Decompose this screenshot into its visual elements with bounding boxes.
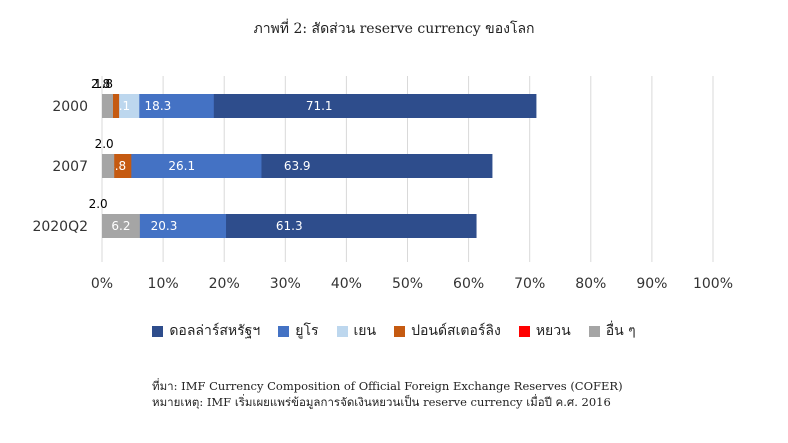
legend-swatch	[588, 325, 600, 337]
legend-label: ยูโร	[295, 323, 319, 339]
x-tick-label: 60%	[453, 276, 484, 292]
legend-swatch	[152, 325, 164, 337]
stacked-bar-chart: 0% 10% 20% 30% 40% 50% 60% 70% 80% 90% 100% 2000 200…	[32, 76, 733, 292]
x-tick-label: 80%	[575, 276, 606, 292]
category-label: 2000	[52, 99, 88, 115]
data-label: 2.8	[91, 77, 110, 91]
data-label: 26.1	[168, 159, 195, 173]
legend-label: หยวน	[535, 323, 571, 339]
source-note: ที่มา: IMF Currency Composition of Offic…	[152, 379, 623, 393]
legend-item: หยวน	[518, 320, 571, 342]
bar-segment	[102, 214, 140, 238]
data-label: 6.2	[111, 219, 130, 233]
x-tick-label: 90%	[636, 276, 667, 292]
legend-label: เยน	[353, 323, 377, 339]
chart-notes: ที่มา: IMF Currency Composition of Offic…	[152, 378, 623, 410]
data-label: 18.3	[145, 99, 172, 113]
x-tick-label: 100%	[693, 276, 733, 292]
legend-item: เยน	[336, 320, 377, 342]
category-label: 2020Q2	[32, 219, 88, 235]
x-tick-label: 40%	[331, 276, 362, 292]
x-tick-label: 70%	[514, 276, 545, 292]
chart-title: ภาพที่ 2: สัดส่วน reserve currency ของโล…	[253, 21, 535, 37]
x-tick-label: 20%	[209, 276, 240, 292]
legend-swatch	[336, 325, 348, 337]
legend-label: อื่น ๆ	[605, 323, 636, 339]
remark-note: หมายเหตุ: IMF เริ่มเผยแพร่ข้อมูลการจัดเง…	[152, 395, 611, 409]
legend-item: ดอลล่าร์สหรัฐฯ	[152, 320, 260, 342]
data-label: 63.9	[284, 159, 311, 173]
data-label: 61.3	[276, 219, 303, 233]
data-label: 20.3	[151, 219, 178, 233]
bar-segment	[102, 154, 115, 178]
x-tick-label: 30%	[270, 276, 301, 292]
data-label: 2.0	[89, 197, 108, 211]
legend-item: ปอนด์สเตอร์ลิง	[394, 320, 501, 342]
chart-legend: ดอลล่าร์สหรัฐฯ ยูโร เยน ปอนด์สเตอร์ลิง หยวน อ…	[0, 320, 788, 342]
legend-swatch	[278, 325, 290, 337]
data-label: 1.8	[94, 77, 113, 91]
bar-segment	[102, 94, 113, 118]
x-tick-label: 10%	[148, 276, 179, 292]
legend-item: อื่น ๆ	[588, 320, 636, 342]
legend-label: ปอนด์สเตอร์ลิง	[411, 323, 501, 339]
legend-swatch	[394, 325, 406, 337]
category-label: 2007	[52, 159, 88, 175]
x-tick-label: 0%	[91, 276, 113, 292]
legend-label: ดอลล่าร์สหรัฐฯ	[169, 323, 261, 339]
data-label: 2.0	[95, 137, 114, 151]
legend-item: ยูโร	[278, 320, 319, 342]
data-label: 71.1	[306, 99, 333, 113]
legend-swatch	[518, 325, 530, 337]
x-tick-label: 50%	[392, 276, 423, 292]
